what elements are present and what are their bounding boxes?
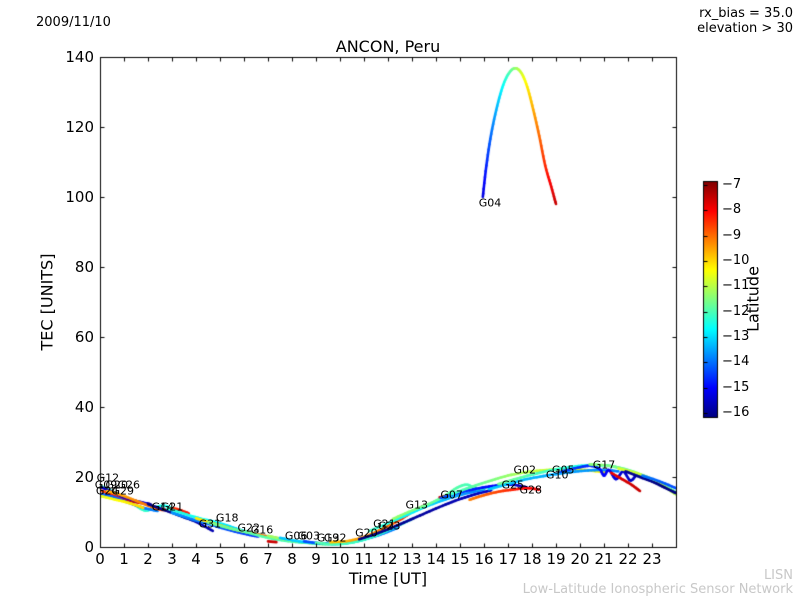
- x-tick-label: 4: [191, 550, 201, 568]
- satellite-label-G22: G22: [237, 521, 261, 535]
- x-tick-label: 2: [143, 550, 153, 568]
- satellite-label-G07: G07: [440, 488, 463, 501]
- colorbar-tick-label: −10: [722, 252, 750, 268]
- colorbar-tick-label: −12: [722, 303, 750, 319]
- satellite-label-G31: G31: [198, 517, 222, 531]
- x-tick-label: 3: [167, 550, 177, 568]
- x-tick-label: 11: [354, 550, 374, 568]
- satellite-label-G16: G16: [250, 523, 274, 537]
- y-tick-label: 100: [65, 188, 94, 206]
- satellite-label-G06: G06: [284, 529, 308, 543]
- rx-bias-label: rx_bias = 35.0: [699, 6, 793, 21]
- colorbar-tick-label: −11: [722, 278, 750, 294]
- x-tick-label: 9: [311, 550, 321, 568]
- x-tick-label: 21: [594, 550, 614, 568]
- x-tick-label: 14: [426, 550, 446, 568]
- colorbar-label: Latitude: [743, 266, 763, 332]
- y-tick-label: 120: [65, 118, 94, 136]
- satellite-label-G24: G24: [95, 484, 119, 498]
- y-tick-label: 20: [74, 468, 94, 486]
- x-tick-label: 15: [450, 550, 470, 568]
- satellite-label-G23: G23: [377, 519, 401, 533]
- colorbar-tick-label: −15: [722, 379, 750, 395]
- x-axis-label: Time [UT]: [348, 569, 428, 588]
- satellite-label-G32: G32: [323, 531, 347, 545]
- date-label: 2009/11/10: [36, 15, 111, 30]
- colorbar-tick-label: −8: [722, 202, 742, 218]
- satellite-label-G09: G09: [94, 478, 118, 492]
- satellite-label-G02: G02: [513, 463, 537, 477]
- x-tick-label: 18: [522, 550, 542, 568]
- satellite-label-G29: G29: [111, 484, 135, 498]
- x-tick-label: 12: [378, 550, 398, 568]
- satellite-label-G14: G14: [151, 500, 175, 514]
- satellite-label-G10: G10: [545, 468, 569, 482]
- x-tick-label: 19: [546, 550, 566, 568]
- satellite-label-G05: G05: [551, 463, 575, 477]
- satellite-label-G03: G03: [297, 529, 321, 543]
- satellite-label-G12: G12: [96, 471, 120, 485]
- watermark-lisn: LISN: [763, 568, 793, 583]
- colorbar-tick-label: −9: [722, 227, 742, 243]
- y-tick-label: 0: [84, 538, 94, 556]
- x-tick-label: 22: [618, 550, 638, 568]
- satellite-label-G21: G21: [373, 517, 396, 531]
- x-tick-label: 0: [95, 550, 105, 568]
- elevation-label: elevation > 30: [697, 21, 793, 36]
- x-tick-label: 17: [498, 550, 518, 568]
- plot-title: ANCON, Peru: [335, 37, 441, 56]
- satellite-label-G21: G21: [160, 500, 184, 514]
- x-tick-label: 8: [287, 550, 297, 568]
- satellite-label-G19: G19: [316, 531, 340, 545]
- x-tick-label: 6: [239, 550, 249, 568]
- colorbar-tick-label: −16: [722, 405, 750, 421]
- x-tick-label: 5: [215, 550, 225, 568]
- y-tick-label: 60: [74, 328, 94, 346]
- y-tick-label: 80: [74, 258, 94, 276]
- x-tick-label: 23: [642, 550, 662, 568]
- satellite-label-G13: G13: [405, 498, 429, 512]
- rx-settings-block: rx_bias = 35.0 elevation > 30: [697, 6, 793, 36]
- colorbar-tick-label: −14: [722, 354, 750, 370]
- satellite-label-G18: G18: [215, 511, 239, 525]
- satellite-label-G28: G28: [519, 483, 543, 497]
- x-tick-label: 1: [119, 550, 129, 568]
- satellite-label-G04: G04: [478, 196, 502, 210]
- satellite-label-G26: G26: [117, 478, 141, 492]
- colorbar-tick-label: −13: [722, 329, 750, 345]
- y-tick-label: 140: [65, 48, 94, 66]
- watermark-fullname: Low-Latitude Ionospheric Sensor Network: [522, 582, 793, 597]
- x-tick-label: 20: [570, 550, 590, 568]
- satellite-label-G20: G20: [105, 478, 129, 492]
- satellite-label-G25: G25: [501, 478, 525, 492]
- x-tick-label: 16: [474, 550, 494, 568]
- x-tick-label: 10: [330, 550, 350, 568]
- y-tick-label: 40: [74, 398, 94, 416]
- satellite-label-G20: G20: [355, 526, 378, 540]
- colorbar-tick-label: −7: [722, 176, 742, 192]
- x-tick-label: 13: [402, 550, 422, 568]
- satellite-label-G17: G17: [592, 458, 616, 472]
- x-tick-label: 7: [263, 550, 273, 568]
